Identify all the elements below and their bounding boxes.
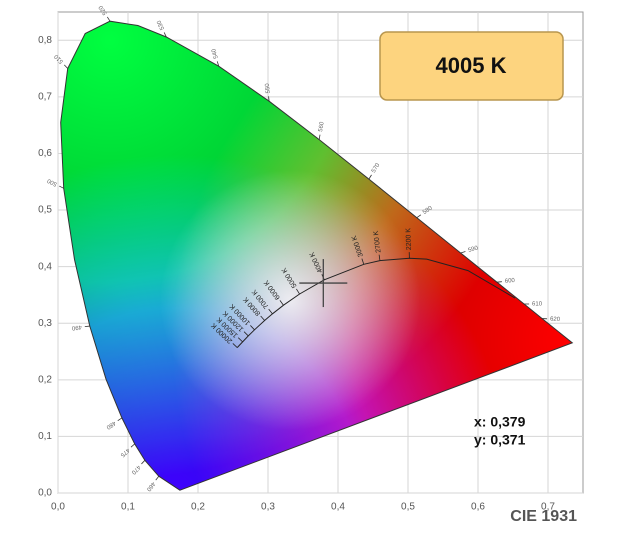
wavelength-tick <box>64 64 69 69</box>
cct-label: 2700 K <box>373 230 383 253</box>
wavelength-label: 590 <box>468 245 480 254</box>
wavelength-tick <box>141 460 146 465</box>
wavelength-label: 580 <box>422 205 434 216</box>
wavelength-tick <box>318 134 321 140</box>
wavelength-tick <box>496 281 502 283</box>
cct-tick <box>260 315 265 321</box>
x-tick-label: 0,1 <box>121 502 135 513</box>
cct-tick <box>279 300 284 306</box>
wavelength-label: 520 <box>98 4 109 16</box>
x-tick-label: 0,4 <box>331 502 345 513</box>
cct-tick <box>296 288 300 295</box>
wavelength-label: 570 <box>371 162 382 174</box>
x-tick-label: 0,7 <box>541 502 555 513</box>
spectral-locus <box>60 20 574 491</box>
wavelength-label: 510 <box>53 52 65 64</box>
wavelength-label: 470 <box>129 464 141 476</box>
y-tick-label: 0,6 <box>38 148 52 159</box>
y-tick-label: 0,7 <box>38 92 52 103</box>
wavelength-tick <box>268 96 270 102</box>
wavelength-label: 460 <box>145 480 156 492</box>
wavelength-tick <box>84 325 90 327</box>
y-tick-label: 0,2 <box>38 374 52 385</box>
x-tick-label: 0,5 <box>401 502 415 513</box>
wavelength-label: 550 <box>265 82 272 93</box>
marks: 460 470 475 480 490 500 510 520 530 540 550 560 570 5… <box>46 4 574 492</box>
cct-tick <box>361 258 365 265</box>
wavelength-tick <box>368 174 372 180</box>
x-tick-label: 0,0 <box>51 502 65 513</box>
wavelength-tick <box>460 251 466 254</box>
wavelength-tick <box>59 185 64 189</box>
y-tick-label: 0,8 <box>38 35 52 46</box>
cct-tick <box>378 254 381 261</box>
chart-title: CIE 1931 <box>510 508 577 525</box>
wavelength-tick <box>163 32 167 38</box>
y-tick-label: 0,3 <box>38 318 52 329</box>
y-tick-label: 0,5 <box>38 205 52 216</box>
wavelength-label: 600 <box>505 278 516 285</box>
wavelength-label: 500 <box>46 177 58 187</box>
x-tick-label: 0,3 <box>261 502 275 513</box>
cct-tick <box>232 343 238 348</box>
cct-tick <box>268 308 273 315</box>
cct-tick <box>250 325 255 331</box>
cct-label: 2200 K <box>405 228 413 251</box>
x-tick-label: 0,6 <box>471 502 485 513</box>
wavelength-tick <box>106 16 111 22</box>
wavelength-label: 620 <box>550 317 561 324</box>
x-readout: x: 0,379 <box>474 414 526 430</box>
wavelength-tick <box>117 417 123 422</box>
wavelength-tick <box>416 214 422 218</box>
y-tick-label: 0,4 <box>38 261 52 272</box>
y-tick-label: 0,1 <box>38 431 52 442</box>
y-readout: y: 0,371 <box>474 432 526 448</box>
x-tick-label: 0,2 <box>191 502 205 513</box>
wavelength-label: 610 <box>532 302 543 308</box>
wavelength-label: 530 <box>156 19 166 31</box>
badge: 4005 K <box>436 53 507 78</box>
wavelength-tick <box>155 475 160 481</box>
wavelength-label: 480 <box>104 419 116 430</box>
wavelength-tick <box>216 61 220 67</box>
wavelength-label: 490 <box>71 323 82 330</box>
y-tick-label: 0,0 <box>38 488 52 499</box>
wavelength-label: 475 <box>118 447 130 459</box>
wavelength-label: 560 <box>318 121 326 133</box>
cct-tick <box>243 331 249 337</box>
wavelength-label: 540 <box>211 47 220 59</box>
badge-box <box>379 31 564 101</box>
cct-tick <box>237 337 243 343</box>
wavelength-tick <box>130 443 135 448</box>
